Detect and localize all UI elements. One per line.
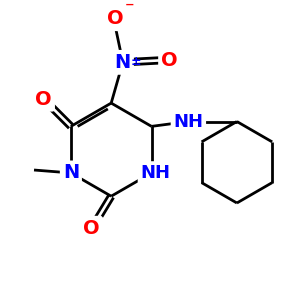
Text: ±: ± [130, 55, 141, 68]
Text: O: O [35, 90, 52, 109]
Text: N: N [63, 164, 79, 182]
Text: NH: NH [173, 112, 203, 130]
Text: O: O [83, 219, 100, 238]
Text: ⁻: ⁻ [125, 0, 134, 18]
Text: NH: NH [140, 164, 170, 182]
Text: N: N [115, 53, 131, 72]
Text: O: O [107, 9, 123, 28]
Text: O: O [161, 51, 178, 70]
